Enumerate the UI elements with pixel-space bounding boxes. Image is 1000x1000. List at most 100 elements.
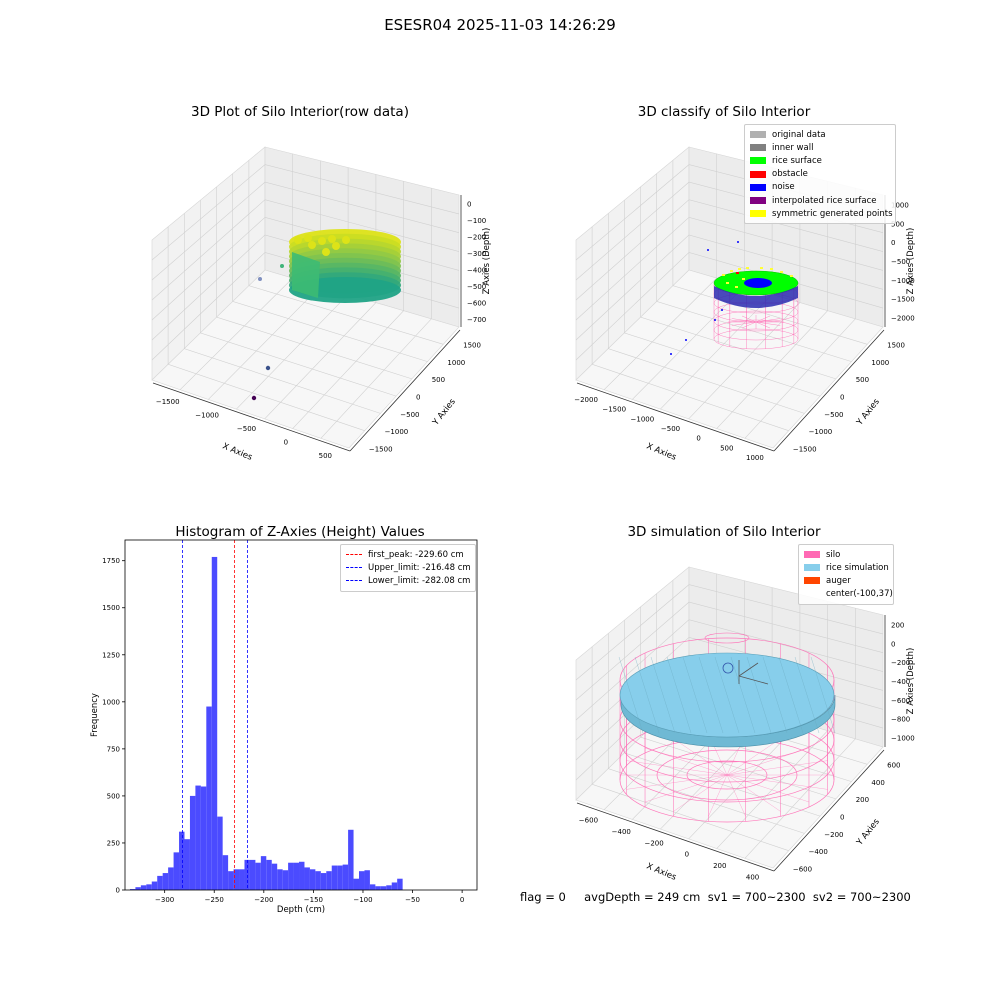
panel4-silo-floor-spoke <box>726 747 810 776</box>
panel2-symmetric-point <box>726 282 729 284</box>
histogram-xtick-label: −200 <box>254 896 273 904</box>
panel2-legend: original data inner wall rice surface ob… <box>744 124 896 225</box>
panel4-ytick-label: 400 <box>871 779 884 787</box>
histogram-bar <box>228 871 234 890</box>
histogram-bar <box>277 869 283 890</box>
histogram-bar <box>326 871 332 890</box>
histogram-ytick-label: 1500 <box>102 604 120 612</box>
legend-swatch <box>804 564 820 572</box>
panel2-ytick-label: −500 <box>824 411 843 419</box>
panel4-silo-floor-spoke <box>626 774 728 790</box>
panel2-symmetric-point <box>790 275 793 277</box>
figure-title: ESESR04 2025-11-03 14:26:29 <box>384 16 616 34</box>
panel4-ztick-label: 200 <box>891 621 904 629</box>
panel2-zaxis-title: Z Axies (Depth) <box>906 228 916 295</box>
panel1-gridline-y <box>232 173 428 362</box>
histogram-bar <box>222 855 229 890</box>
histogram-bar <box>179 831 185 890</box>
histogram-bar <box>309 869 316 890</box>
legend-label: center(-100,37) <box>826 589 893 600</box>
panel4-rice-mesh <box>794 656 820 734</box>
panel1-data-point <box>294 236 302 244</box>
legend-swatch <box>804 577 820 585</box>
panel4-ytick-label: −200 <box>824 831 843 839</box>
panel4-ytick-label: 600 <box>887 762 900 770</box>
histogram-ytick-label: 0 <box>116 887 120 895</box>
panel2-yaxis-line <box>773 329 885 452</box>
panel2-inner-wall-band <box>714 286 798 308</box>
panel4-gridline-y <box>607 633 805 834</box>
panel4-auger-axis <box>738 662 759 677</box>
panel4-ztick-label: −600 <box>891 697 910 705</box>
legend-item: rice simulation <box>804 561 889 574</box>
panel2-gridline-x <box>716 181 828 429</box>
histogram-bar <box>233 869 240 890</box>
panel2-obstacle-point <box>736 272 739 274</box>
histogram-bar <box>315 871 321 890</box>
panel2-symmetric-point <box>770 268 773 270</box>
panel1-ztick-label: −100 <box>467 217 486 225</box>
panel2-ztick-label: −1000 <box>891 277 915 285</box>
histogram-frame <box>124 539 478 891</box>
histogram-bar <box>140 885 147 890</box>
panel4-xtick-label: 0 <box>685 851 689 859</box>
panel1-data-point <box>328 235 336 243</box>
panel2-gridline-z <box>575 216 884 321</box>
panel2-ztick-label: −2000 <box>891 315 915 323</box>
panel4-yaxis-line <box>773 749 885 872</box>
histogram-legend: first_peak: -229.60 cm Upper_limit: -216… <box>340 544 476 592</box>
histogram-bar <box>189 795 196 890</box>
panel4-title: 3D simulation of Silo Interior <box>627 524 821 540</box>
panel4-ytick-label: 200 <box>856 796 869 804</box>
histogram-bar <box>299 861 305 890</box>
panel4-gridline-x <box>744 608 856 859</box>
panel4-axes3d <box>575 566 886 872</box>
panel4-rice-mesh <box>746 656 772 734</box>
panel4-rice-mesh <box>650 656 676 734</box>
panel4-rice-mesh <box>698 656 724 734</box>
panel4-rice-mesh <box>762 656 788 734</box>
panel2-xtick-label: −1500 <box>602 406 626 414</box>
legend-item: Lower_limit: -282.08 cm <box>346 574 470 587</box>
panel2-noise-point <box>721 309 723 311</box>
panel1-yaxis-title: Y Axies <box>430 397 458 429</box>
panel2-ytick-label: 1500 <box>887 342 905 350</box>
panel4-silo-floor-spoke <box>726 774 810 803</box>
histogram-bar <box>151 881 158 890</box>
histogram-bar <box>342 864 349 890</box>
panel1-xtick-label: −500 <box>237 425 256 433</box>
panel1-rice-wall <box>292 252 320 298</box>
legend-item: center(-100,37) <box>804 588 893 601</box>
legend-label: rice surface <box>772 155 822 166</box>
legend-label: obstacle <box>772 169 808 180</box>
panel4-xtick-label: −400 <box>612 828 631 836</box>
panel1-ytick-label: 500 <box>432 376 445 384</box>
panel2-noise-point <box>670 353 672 355</box>
legend-item: original data <box>750 128 890 141</box>
legend-item: Upper_limit: -216.48 cm <box>346 561 471 574</box>
legend-label: rice simulation <box>826 562 889 573</box>
panel1-xtick-label: 0 <box>284 439 288 447</box>
panel4-ytick-label: −400 <box>809 848 828 856</box>
panel1-gridline-y <box>184 213 381 414</box>
panel2-silo-floor-spoke <box>755 321 781 326</box>
panel4-rice-mesh <box>778 656 804 734</box>
histogram-bar <box>200 786 207 890</box>
histogram-bar <box>375 886 381 890</box>
histogram-bar <box>162 873 169 890</box>
legend-item: symmetric generated points <box>750 207 893 220</box>
panel4-ztick-label: −1000 <box>891 735 915 743</box>
panel4-silo-top-ring <box>704 632 750 644</box>
legend-label: Upper_limit: -216.48 cm <box>368 562 471 573</box>
histogram-bar <box>380 886 387 890</box>
histogram-bar <box>271 863 278 890</box>
panel1-axes3d <box>151 146 462 452</box>
panel1-ytick-label: 0 <box>416 394 420 402</box>
histogram-bar <box>359 871 365 890</box>
panel2-symmetric-point <box>746 267 749 269</box>
legend-swatch <box>750 210 766 218</box>
histogram-bar <box>184 839 190 890</box>
panel2-ytick-label: 500 <box>856 376 869 384</box>
panel2-silo-floor-spoke <box>731 321 757 326</box>
panel2-silo-floor-spoke <box>755 315 771 323</box>
